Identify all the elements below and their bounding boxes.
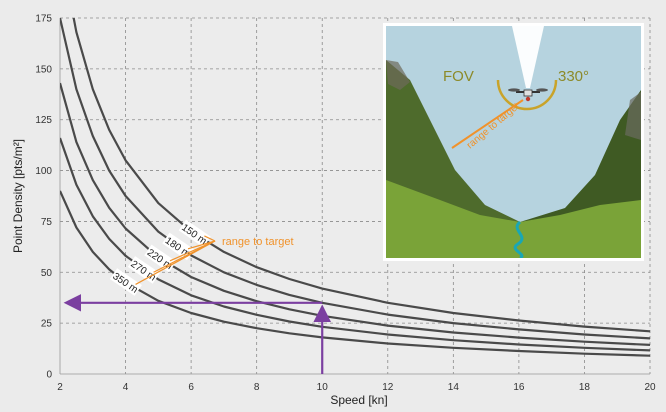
inset-fov-beam (512, 26, 544, 88)
y-tick-label: 0 (46, 370, 52, 381)
inset-river (513, 220, 524, 258)
curve-label-background (109, 268, 142, 296)
y-tick-label: 150 (35, 64, 52, 75)
range-to-target-label: range to target (222, 236, 294, 248)
inset-range-line (451, 99, 524, 149)
y-tick-label: 50 (41, 268, 53, 279)
inset-fov-arc (496, 79, 558, 111)
series-line-350-m (60, 190, 650, 357)
inset-angle-label: 330° (558, 68, 589, 85)
curve-label-background (127, 256, 160, 284)
y-tick-label: 100 (35, 166, 52, 177)
drone-icon (508, 88, 548, 102)
x-tick-label: 20 (644, 382, 656, 393)
series-line-180-m (60, 18, 650, 340)
x-tick-label: 14 (448, 382, 460, 393)
axis-ticks: 2 4 6 8 10 12 14 16 18 20 0 25 50 75 100 125 150 175 (35, 14, 656, 394)
range-leader-line (135, 240, 216, 285)
series-line-220-m (60, 82, 650, 346)
y-tick-label: 25 (41, 319, 53, 330)
x-tick-label: 18 (579, 382, 591, 393)
range-annotation: range to target (135, 235, 294, 285)
curves-group (60, 18, 650, 357)
x-tick-label: 12 (382, 382, 394, 393)
x-tick-label: 2 (57, 382, 63, 393)
x-tick-label: 10 (317, 382, 329, 393)
inset-photo: FOV 330° range to target (383, 23, 644, 261)
x-tick-label: 16 (513, 382, 525, 393)
guide-lines (63, 293, 332, 374)
curve-label-background (178, 219, 211, 248)
series-line-270-m (60, 137, 650, 352)
series-line-150-m (72, 18, 650, 333)
y-tick-label: 175 (35, 14, 52, 25)
x-tick-label: 4 (123, 382, 129, 393)
inset-valley-floor (386, 180, 641, 258)
y-tick-label: 75 (41, 217, 53, 228)
x-tick-label: 8 (254, 382, 260, 393)
range-leader-line (204, 235, 216, 242)
y-axis-title: Point Density [pts/m²] (11, 139, 25, 253)
y-tick-label: 125 (35, 115, 52, 126)
x-axis-title: Speed [kn] (330, 393, 387, 407)
x-tick-label: 6 (188, 382, 194, 393)
inset-fov-label: FOV (443, 68, 474, 85)
range-leader-line (187, 240, 216, 250)
